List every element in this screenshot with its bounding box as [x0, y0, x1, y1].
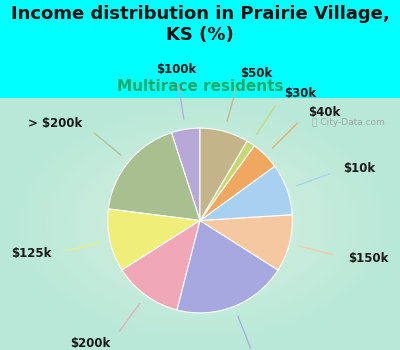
Wedge shape	[200, 146, 275, 220]
Wedge shape	[122, 220, 200, 310]
Wedge shape	[177, 220, 278, 313]
Wedge shape	[172, 128, 200, 220]
Text: $100k: $100k	[156, 63, 196, 76]
Text: $150k: $150k	[348, 252, 388, 265]
Text: $10k: $10k	[344, 162, 376, 175]
Text: Multirace residents: Multirace residents	[117, 79, 283, 94]
Text: $40k: $40k	[308, 106, 340, 119]
Text: Income distribution in Prairie Village,
KS (%): Income distribution in Prairie Village, …	[11, 5, 389, 44]
Wedge shape	[200, 166, 292, 220]
Text: $200k: $200k	[70, 337, 110, 350]
Wedge shape	[200, 128, 247, 220]
Wedge shape	[200, 215, 292, 270]
Wedge shape	[200, 141, 254, 220]
Wedge shape	[108, 209, 200, 270]
Text: > $200k: > $200k	[28, 117, 82, 130]
Text: $30k: $30k	[284, 86, 316, 99]
Text: $50k: $50k	[240, 67, 272, 80]
Wedge shape	[108, 133, 200, 220]
Text: ⓘ City-Data.com: ⓘ City-Data.com	[312, 118, 385, 127]
Text: $125k: $125k	[11, 247, 51, 260]
